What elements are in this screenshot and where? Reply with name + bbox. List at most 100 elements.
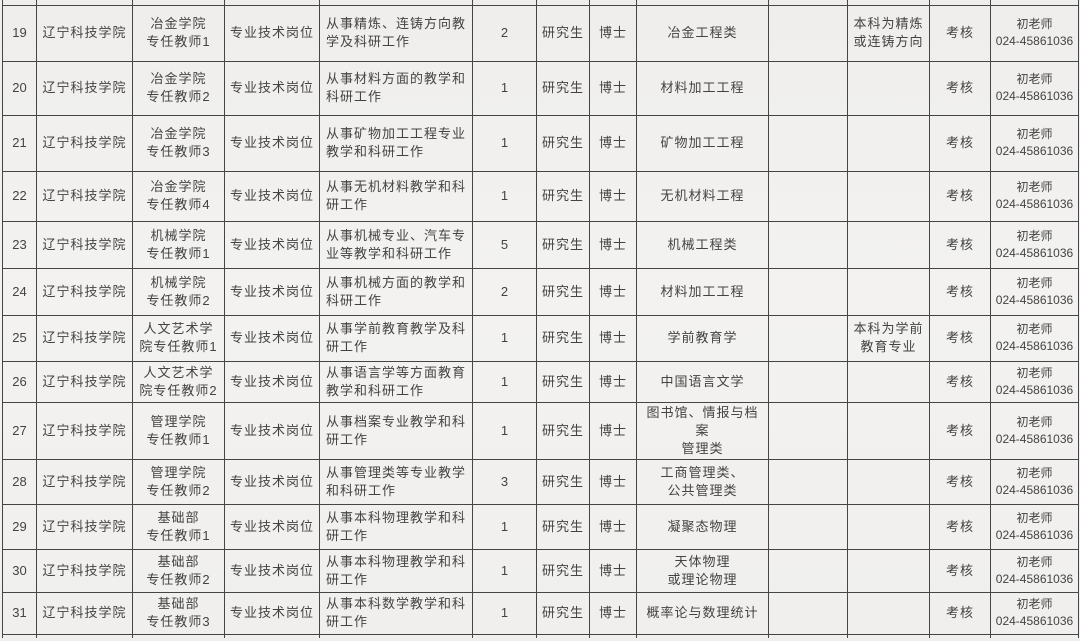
cell-contact: 初老师 024-45861036	[990, 60, 1079, 116]
cell-school: 辽宁科技学院	[36, 401, 133, 460]
cell-school: 辽宁科技学院	[36, 114, 133, 172]
table-row: 20 辽宁科技学院 冶金学院 专任教师2 专业技术岗位 从事材料方面的教学和科研工作 1 研…	[2, 60, 1079, 116]
cell-post-type: 专业技术岗位	[224, 591, 320, 635]
cell-degree: 博士	[589, 220, 637, 269]
cell-assessment: 考核	[929, 360, 991, 403]
cell-seq: 31	[2, 591, 37, 635]
cell-seq: 20	[2, 60, 37, 116]
cell-education: 研究生	[536, 4, 590, 62]
cell-position: 管理学院 专任教师2	[132, 458, 225, 505]
cell-contact: 初老师 024-45861036	[990, 591, 1079, 635]
cell-major: 工商管理类、 公共管理类	[636, 458, 769, 505]
cell-degree: 博士	[589, 267, 637, 316]
cell-position: 冶金学院 专任教师1	[132, 4, 225, 62]
partial-cell	[990, 633, 1079, 638]
cell-position: 机械学院 专任教师2	[132, 267, 225, 316]
cell-school: 辽宁科技学院	[36, 170, 133, 222]
cell-duties: 从事学前教育教学及科研工作	[319, 314, 473, 362]
cell-duties: 从事语言学等方面教育教学和科研工作	[319, 360, 473, 403]
cell-education: 研究生	[536, 267, 590, 316]
cell-remark	[847, 267, 930, 316]
cell-blank	[768, 503, 848, 550]
cell-school: 辽宁科技学院	[36, 458, 133, 505]
cell-major: 图书馆、情报与档案 管理类	[636, 401, 769, 460]
cell-blank	[768, 267, 848, 316]
cell-count: 1	[472, 503, 537, 550]
partial-cell	[319, 633, 473, 638]
table-row: 25 辽宁科技学院 人文艺术学 院专任教师1 专业技术岗位 从事学前教育教学及科研工作 1…	[2, 314, 1079, 362]
cell-assessment: 考核	[929, 4, 991, 62]
cell-seq: 24	[2, 267, 37, 316]
cell-school: 辽宁科技学院	[36, 60, 133, 116]
cell-degree: 博士	[589, 360, 637, 403]
cell-count: 1	[472, 114, 537, 172]
cell-contact: 初老师 024-45861036	[990, 314, 1079, 362]
cell-duties: 从事矿物加工工程专业教学和科研工作	[319, 114, 473, 172]
cell-post-type: 专业技术岗位	[224, 401, 320, 460]
cell-duties: 从事机械专业、汽车专业等教学和科研工作	[319, 220, 473, 269]
cell-seq: 26	[2, 360, 37, 403]
cell-assessment: 考核	[929, 548, 991, 593]
cell-blank	[768, 220, 848, 269]
cell-contact: 初老师 024-45861036	[990, 267, 1079, 316]
cell-contact: 初老师 024-45861036	[990, 220, 1079, 269]
cell-blank	[768, 60, 848, 116]
cell-degree: 博士	[589, 458, 637, 505]
table-row-partial-bottom	[2, 633, 1079, 638]
cell-blank	[768, 170, 848, 222]
cell-education: 研究生	[536, 60, 590, 116]
cell-position: 基础部 专任教师2	[132, 548, 225, 593]
cell-blank	[768, 314, 848, 362]
cell-remark	[847, 401, 930, 460]
cell-major: 无机材料工程	[636, 170, 769, 222]
table-row: 31 辽宁科技学院 基础部 专任教师3 专业技术岗位 从事本科数学教学和科研工作 1 研究生…	[2, 591, 1079, 635]
cell-education: 研究生	[536, 591, 590, 635]
cell-post-type: 专业技术岗位	[224, 458, 320, 505]
partial-cell	[768, 633, 848, 638]
partial-cell	[132, 633, 225, 638]
cell-major: 矿物加工工程	[636, 114, 769, 172]
cell-assessment: 考核	[929, 220, 991, 269]
cell-major: 机械工程类	[636, 220, 769, 269]
partial-cell	[536, 633, 590, 638]
cell-remark	[847, 591, 930, 635]
cell-school: 辽宁科技学院	[36, 267, 133, 316]
cell-remark	[847, 220, 930, 269]
cell-degree: 博士	[589, 60, 637, 116]
cell-count: 3	[472, 458, 537, 505]
cell-contact: 初老师 024-45861036	[990, 360, 1079, 403]
cell-position: 人文艺术学 院专任教师1	[132, 314, 225, 362]
table-row: 30 辽宁科技学院 基础部 专任教师2 专业技术岗位 从事本科物理教学和科研工作 1 研究生…	[2, 548, 1079, 593]
cell-contact: 初老师 024-45861036	[990, 548, 1079, 593]
cell-major: 材料加工工程	[636, 267, 769, 316]
cell-post-type: 专业技术岗位	[224, 114, 320, 172]
cell-degree: 博士	[589, 170, 637, 222]
cell-education: 研究生	[536, 170, 590, 222]
cell-position: 人文艺术学 院专任教师2	[132, 360, 225, 403]
cell-major: 中国语言文学	[636, 360, 769, 403]
cell-school: 辽宁科技学院	[36, 360, 133, 403]
cell-remark: 本科为精炼 或连铸方向	[847, 4, 930, 62]
cell-education: 研究生	[536, 114, 590, 172]
cell-count: 1	[472, 60, 537, 116]
cell-remark	[847, 170, 930, 222]
cell-blank	[768, 548, 848, 593]
cell-assessment: 考核	[929, 267, 991, 316]
cell-assessment: 考核	[929, 591, 991, 635]
cell-duties: 从事本科物理教学和科研工作	[319, 503, 473, 550]
cell-seq: 28	[2, 458, 37, 505]
cell-position: 冶金学院 专任教师2	[132, 60, 225, 116]
cell-duties: 从事管理类等专业教学和科研工作	[319, 458, 473, 505]
cell-assessment: 考核	[929, 60, 991, 116]
cell-degree: 博士	[589, 548, 637, 593]
cell-post-type: 专业技术岗位	[224, 314, 320, 362]
cell-major: 凝聚态物理	[636, 503, 769, 550]
cell-duties: 从事机械方面的教学和科研工作	[319, 267, 473, 316]
cell-position: 冶金学院 专任教师4	[132, 170, 225, 222]
table-row: 27 辽宁科技学院 管理学院 专任教师1 专业技术岗位 从事档案专业教学和科研工作 1 研究…	[2, 401, 1079, 460]
cell-post-type: 专业技术岗位	[224, 4, 320, 62]
cell-post-type: 专业技术岗位	[224, 170, 320, 222]
cell-position: 基础部 专任教师3	[132, 591, 225, 635]
cell-contact: 初老师 024-45861036	[990, 4, 1079, 62]
